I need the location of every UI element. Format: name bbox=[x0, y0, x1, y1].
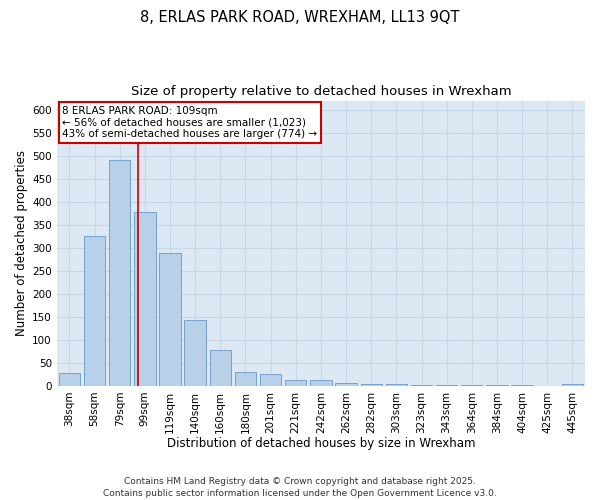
Bar bbox=[134, 212, 155, 386]
Bar bbox=[184, 320, 206, 386]
Bar bbox=[361, 384, 382, 386]
Bar bbox=[411, 385, 432, 386]
Bar bbox=[84, 236, 105, 386]
Bar bbox=[209, 350, 231, 386]
Text: 8 ERLAS PARK ROAD: 109sqm
← 56% of detached houses are smaller (1,023)
43% of se: 8 ERLAS PARK ROAD: 109sqm ← 56% of detac… bbox=[62, 106, 317, 140]
Bar bbox=[109, 160, 130, 386]
Bar bbox=[562, 384, 583, 386]
Bar bbox=[386, 384, 407, 386]
Text: 8, ERLAS PARK ROAD, WREXHAM, LL13 9QT: 8, ERLAS PARK ROAD, WREXHAM, LL13 9QT bbox=[140, 10, 460, 25]
Bar bbox=[335, 383, 357, 386]
Bar bbox=[235, 372, 256, 386]
Bar bbox=[159, 254, 181, 386]
X-axis label: Distribution of detached houses by size in Wrexham: Distribution of detached houses by size … bbox=[167, 437, 475, 450]
Y-axis label: Number of detached properties: Number of detached properties bbox=[15, 150, 28, 336]
Bar bbox=[285, 380, 307, 386]
Title: Size of property relative to detached houses in Wrexham: Size of property relative to detached ho… bbox=[131, 85, 511, 98]
Bar bbox=[59, 373, 80, 386]
Bar bbox=[260, 374, 281, 386]
Bar bbox=[310, 380, 332, 386]
Text: Contains HM Land Registry data © Crown copyright and database right 2025.
Contai: Contains HM Land Registry data © Crown c… bbox=[103, 476, 497, 498]
